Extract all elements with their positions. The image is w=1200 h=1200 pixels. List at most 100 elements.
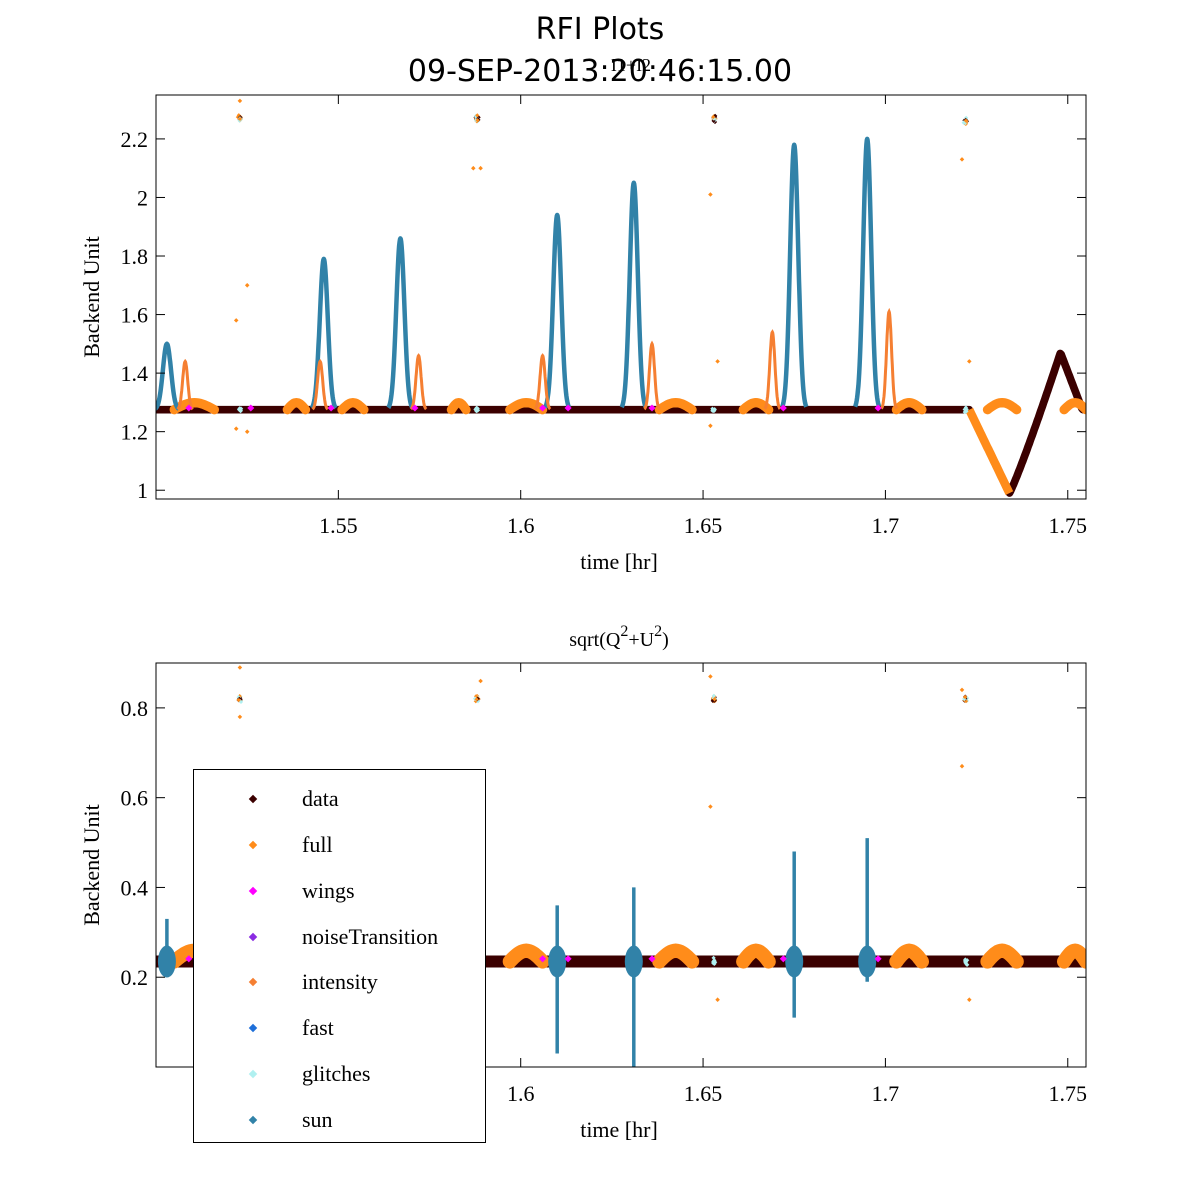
sun-spike-core (624, 945, 643, 978)
legend-marker-full (248, 840, 258, 850)
wings-point (874, 404, 882, 412)
glitch-point (237, 407, 242, 413)
wings-point (539, 955, 547, 963)
legend-entry-intensity: intensity (194, 965, 487, 1005)
full-segment (502, 943, 550, 969)
intensity-peak (880, 307, 898, 410)
outlier-point (708, 423, 713, 429)
panel-title-part: +U (628, 629, 654, 651)
outlier-point (967, 997, 972, 1002)
outlier-point (715, 359, 720, 364)
legend-label-intensity: intensity (302, 969, 378, 994)
glitch-point (236, 697, 241, 703)
legend: data full wings noiseTransition intensit… (193, 769, 486, 1143)
y-tick-label: 0.8 (121, 696, 149, 721)
legend-label-data: data (302, 786, 339, 811)
outlier-point (708, 804, 713, 809)
legend-marker-glitches (248, 1069, 258, 1079)
outlier-point (715, 997, 720, 1002)
x-tick-label: 1.7 (872, 1081, 900, 1106)
y-tick-label: 0.6 (121, 786, 149, 811)
y-tick-label: 2.2 (121, 127, 149, 152)
full-segment (1057, 943, 1086, 969)
outlier-point (478, 678, 483, 684)
panel-title-superscript: 2 (654, 623, 662, 640)
legend-label-noise-transition: noiseTransition (302, 924, 439, 949)
y-axis-label: Backend Unit (79, 236, 104, 358)
intensity-peak (176, 358, 194, 411)
legend-entry-full: full (194, 828, 487, 868)
glitch-point (963, 406, 968, 411)
legend-label-fast: fast (302, 1015, 334, 1040)
full-segment (654, 398, 697, 415)
wings-point (648, 404, 656, 412)
glitch-point (711, 955, 716, 961)
panel-title: sqrt(Q2+U2) (569, 623, 669, 651)
legend-marker-intensity (248, 977, 258, 987)
x-tick-label: 1.65 (684, 1081, 723, 1106)
legend-label-sun: sun (302, 1107, 333, 1132)
glitch-point (962, 694, 968, 700)
outlier-point (237, 665, 243, 670)
legend-entry-fast: fast (194, 1011, 487, 1051)
full-dip (965, 407, 1014, 496)
sun-peak (386, 236, 415, 410)
y-tick-label: 2 (137, 185, 148, 210)
intensity-peak (409, 353, 428, 411)
y-tick-label: 1 (137, 478, 148, 503)
x-tick-label: 1.7 (872, 513, 900, 538)
full-segment (889, 943, 929, 969)
legend-marker-sun (248, 1115, 258, 1125)
y-tick-label: 0.2 (121, 965, 149, 990)
x-tick-label: 1.65 (684, 513, 723, 538)
full-segment (282, 398, 311, 415)
sun-peak (619, 180, 648, 409)
glitch-point (963, 959, 968, 964)
outlier-point (233, 426, 239, 431)
full-segment (980, 943, 1024, 969)
outlier-point (708, 674, 713, 679)
x-tick-label: 1.6 (507, 1081, 535, 1106)
outlier-point (237, 98, 243, 104)
y-tick-label: 1.8 (121, 244, 149, 269)
outlier-point (244, 283, 250, 288)
axes-frame (155, 662, 1087, 1068)
glitch-point (237, 116, 243, 122)
full-segment (446, 398, 471, 415)
panel-title-part: sqrt(Q (569, 629, 621, 651)
x-tick-label: 1.75 (1049, 513, 1088, 538)
wings-point (648, 955, 656, 963)
legend-entry-wings: wings (194, 874, 487, 914)
wings-point (185, 955, 193, 963)
wings-point (779, 955, 787, 963)
intensity-peak (763, 329, 782, 410)
outlier-point (471, 165, 476, 171)
outlier-point (967, 359, 972, 364)
panel-1: 1.55 1.6 1.65 1.7 1.75 1 1.2 1.4 1.6 1.8 2 2.2 time … (79, 55, 1087, 574)
y-axis-label: Backend Unit (79, 804, 104, 926)
panel-title-part: ) (662, 629, 669, 651)
glitch-point (711, 693, 716, 699)
legend-label-wings: wings (302, 878, 355, 903)
outlier-point (478, 165, 483, 171)
sun-peak (780, 142, 809, 409)
intensity-peak (643, 340, 661, 411)
outlier-point (237, 714, 243, 720)
panel-1-points (156, 98, 1086, 497)
y-tick-label: 1.4 (121, 361, 149, 386)
full-segment (169, 398, 220, 415)
legend-label-glitches: glitches (302, 1061, 371, 1086)
sun-peak (156, 341, 181, 411)
full-segment (982, 398, 1022, 415)
y-tick-label: 1.6 (121, 303, 149, 328)
glitch-point (474, 697, 479, 702)
wings-point (411, 404, 419, 412)
sun-spike-core (785, 945, 804, 978)
x-tick-label: 1.55 (319, 513, 358, 538)
legend-entry-data: data (194, 782, 487, 822)
wings-point (185, 404, 193, 412)
legend-entry-glitches: glitches (194, 1057, 487, 1097)
outlier-point (959, 157, 965, 162)
x-axis-label: time [hr] (580, 549, 658, 574)
